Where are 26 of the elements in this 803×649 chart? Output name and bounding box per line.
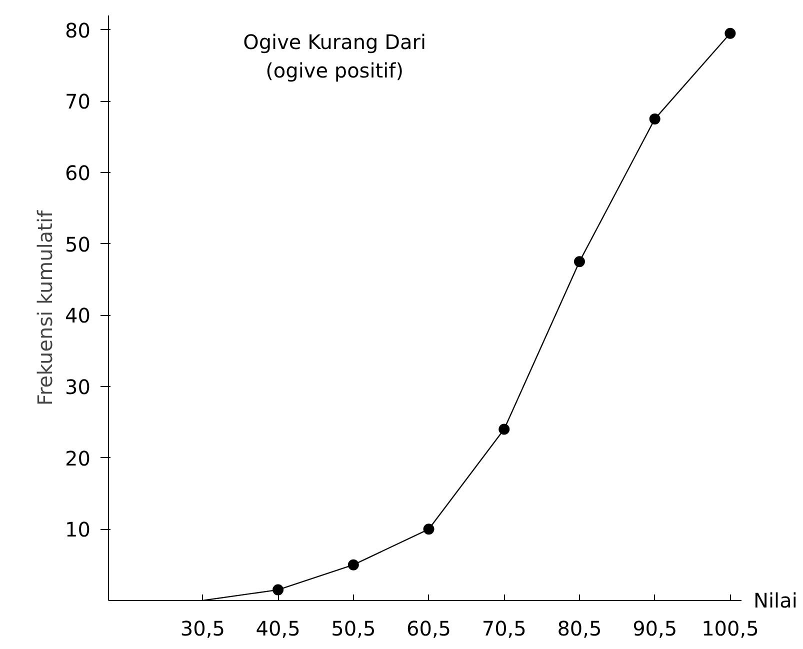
y-tick-label: 30 — [65, 374, 91, 399]
y-tick-label: 70 — [65, 90, 91, 114]
text: Ogive Kurang Dari (ogive positif) — [243, 30, 426, 83]
y-axis-title: Frekuensi kumulatif — [33, 209, 58, 406]
y-tick-label: 80 — [65, 18, 91, 42]
point — [498, 424, 510, 435]
y-tick-label: 20 — [65, 446, 91, 470]
x-tick-label: 70,5 — [482, 616, 526, 640]
point — [348, 559, 359, 570]
y-tick-label: 60 — [65, 160, 91, 185]
x-tick-label: 90,5 — [632, 616, 678, 640]
point — [272, 584, 284, 596]
x-axis-title: Nilai — [754, 588, 798, 612]
y-tick-label: 10 — [65, 518, 91, 542]
x-tick-label: 100,5 — [702, 616, 759, 640]
x-tick-label: 40,5 — [256, 616, 300, 640]
x-tick-label: 30,5 — [180, 616, 225, 640]
y-tick-label: 50 — [65, 232, 91, 256]
point — [649, 113, 660, 124]
x-tick-label: 60,5 — [406, 616, 452, 640]
point — [423, 524, 434, 535]
point — [574, 256, 585, 268]
x-tick-label: 80,5 — [557, 616, 602, 640]
x-tick-label: 50,5 — [331, 616, 376, 640]
y-tick-label: 40 — [65, 304, 91, 328]
point — [724, 28, 736, 39]
